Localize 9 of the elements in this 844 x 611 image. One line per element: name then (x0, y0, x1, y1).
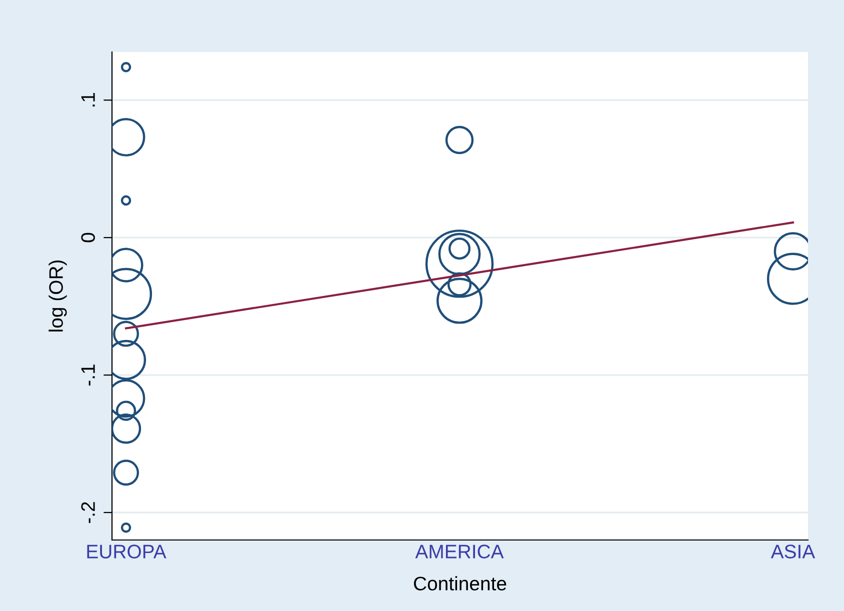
x-tick-label: AMERICA (415, 544, 504, 558)
y-axis-title: log (OR) (48, 260, 67, 332)
x-tick-label: EUROPA (87, 544, 166, 558)
x-axis-title: Continente (414, 576, 506, 590)
y-tick-label: -.1 (81, 364, 95, 386)
x-tick-label: ASIA (770, 544, 816, 558)
y-tick-label: 0 (81, 232, 95, 242)
y-tick-label: -.2 (81, 502, 95, 523)
y-tick-label: .1 (81, 92, 95, 106)
